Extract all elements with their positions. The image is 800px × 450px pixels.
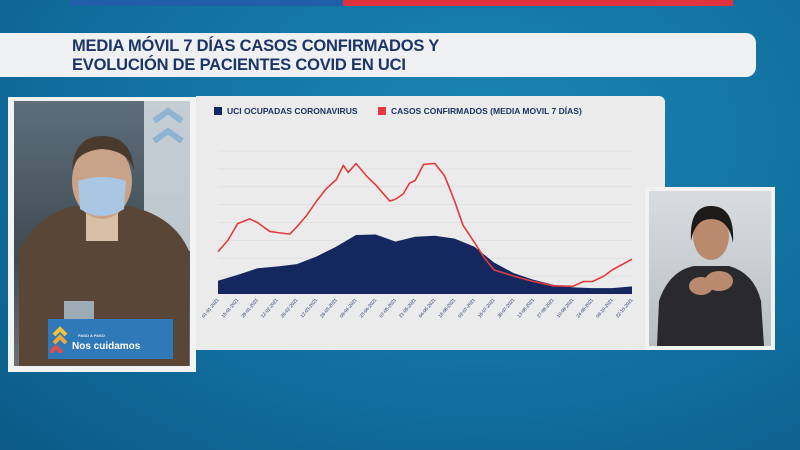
podium-sign-small: PASO A PASO xyxy=(78,333,105,338)
interpreter-video xyxy=(649,191,771,346)
legend-label-uci: UCI OCUPADAS CORONAVIRUS xyxy=(227,106,358,116)
x-tick-label: 23-04-2021 xyxy=(359,297,378,319)
x-tick-label: 10-09-2021 xyxy=(556,297,575,319)
x-tick-label: 09-04-2021 xyxy=(339,297,358,319)
title-line-1: MEDIA MÓVIL 7 DÍAS CASOS CONFIRMADOS Y xyxy=(72,37,440,55)
x-tick-label: 22-10-2021 xyxy=(615,297,634,319)
x-tick-label: 04-06-2021 xyxy=(418,297,437,319)
uci-area xyxy=(218,234,632,294)
x-tick-label: 26-02-2021 xyxy=(280,297,299,319)
x-tick-label: 27-08-2021 xyxy=(536,297,555,319)
x-tick-label: 15-01-2021 xyxy=(221,297,240,319)
top-bar-red xyxy=(343,0,733,6)
title-banner: MEDIA MÓVIL 7 DÍAS CASOS CONFIRMADOS Y E… xyxy=(0,33,756,77)
x-tick-label: 29-01-2021 xyxy=(240,297,259,319)
speaker-video-panel: PASO A PASO Nos cuidamos xyxy=(8,97,196,372)
legend-uci: UCI OCUPADAS CORONAVIRUS xyxy=(214,106,358,116)
x-tick-label: 08-10-2021 xyxy=(595,297,614,319)
speaker-video xyxy=(14,101,190,366)
x-tick-label: 18-06-2021 xyxy=(437,297,456,319)
x-tick-label: 02-07-2021 xyxy=(457,297,476,319)
x-tick-label: 24-09-2021 xyxy=(575,297,594,319)
cases-line xyxy=(217,162,633,288)
legend-swatch-cases xyxy=(378,107,386,115)
chart-panel: UCI OCUPADAS CORONAVIRUS CASOS CONFIRMAD… xyxy=(196,96,665,350)
x-tick-label: 01-01-2021 xyxy=(201,297,220,319)
x-tick-label: 13-08-2021 xyxy=(516,297,535,319)
legend-cases: CASOS CONFIRMADOS (MEDIA MOVIL 7 DÍAS) xyxy=(378,106,582,116)
podium-sign-text: Nos cuidamos xyxy=(72,341,141,352)
legend-label-cases: CASOS CONFIRMADOS (MEDIA MOVIL 7 DÍAS) xyxy=(391,106,582,116)
x-tick-label: 30-07-2021 xyxy=(497,297,516,319)
x-tick-label: 21-05-2021 xyxy=(398,297,417,319)
interpreter-video-panel xyxy=(645,187,775,350)
x-tick-label: 16-07-2021 xyxy=(477,297,496,319)
legend-swatch-uci xyxy=(214,107,222,115)
title-line-2: EVOLUCIÓN DE PACIENTES COVID EN UCI xyxy=(72,56,406,74)
x-tick-label: 12-02-2021 xyxy=(260,297,279,319)
interpreter-illustration xyxy=(657,206,764,346)
top-bar-blue xyxy=(70,0,343,6)
x-tick-label: 07-05-2021 xyxy=(378,297,397,319)
x-tick-label: 26-03-2021 xyxy=(319,297,338,319)
chart-svg: 01-01-2021 15-01-2021 29-01-2021 12-02-2021… xyxy=(201,150,634,319)
podium-sign: PASO A PASO Nos cuidamos xyxy=(48,319,173,359)
logo-icon xyxy=(50,326,68,353)
x-tick-label: 12-03-2021 xyxy=(299,297,318,319)
